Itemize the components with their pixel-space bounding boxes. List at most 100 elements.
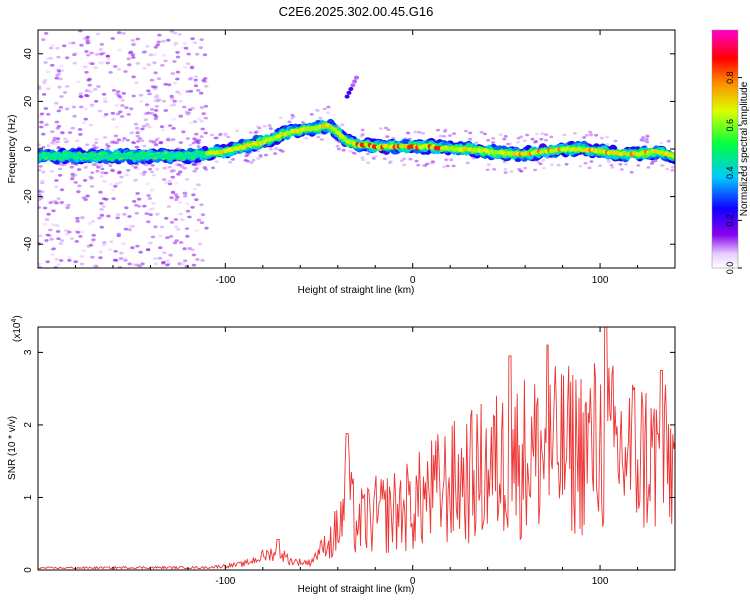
noise-speck bbox=[58, 77, 63, 81]
noise-speck bbox=[127, 262, 132, 266]
noise-speck bbox=[145, 44, 150, 48]
noise-speck bbox=[169, 169, 174, 173]
noise-speck bbox=[38, 193, 42, 197]
ridge-halo-speck bbox=[94, 146, 99, 149]
noise-speck bbox=[111, 89, 117, 92]
noise-speck bbox=[168, 235, 174, 238]
noise-speck bbox=[126, 113, 131, 116]
noise-speck bbox=[163, 82, 168, 86]
noise-speck bbox=[189, 65, 195, 69]
noise-speck bbox=[53, 200, 58, 203]
noise-speck bbox=[79, 95, 84, 99]
noise-speck bbox=[44, 218, 50, 221]
noise-speck bbox=[84, 70, 89, 74]
noise-speck bbox=[172, 31, 178, 35]
noise-speck bbox=[83, 107, 89, 111]
ridge-halo-speck bbox=[38, 168, 42, 172]
noise-speck bbox=[48, 201, 53, 205]
noise-speck bbox=[54, 76, 59, 80]
ridge-halo-speck bbox=[104, 143, 109, 146]
y-tick-label: 40 bbox=[23, 48, 34, 60]
noise-speck bbox=[192, 187, 198, 191]
noise-speck bbox=[50, 253, 55, 256]
ridge-halo-speck bbox=[550, 163, 554, 166]
secondary-feature-blob bbox=[354, 75, 359, 80]
noise-speck bbox=[152, 53, 157, 57]
noise-speck bbox=[175, 195, 180, 199]
noise-speck bbox=[42, 222, 48, 226]
ridge-halo-speck bbox=[503, 135, 508, 138]
snr-y-label: SNR (10 * v/v) bbox=[7, 416, 18, 480]
noise-speck bbox=[129, 131, 134, 135]
noise-speck bbox=[40, 179, 45, 183]
ridge-halo-speck bbox=[607, 160, 611, 163]
noise-speck bbox=[160, 64, 165, 67]
ridge-halo-speck bbox=[341, 148, 346, 152]
ridge-halo-speck bbox=[498, 133, 503, 136]
noise-speck bbox=[134, 126, 140, 130]
noise-speck bbox=[113, 134, 119, 138]
ridge-halo-speck bbox=[451, 164, 456, 168]
ridge-halo-speck bbox=[52, 139, 56, 142]
noise-speck bbox=[46, 212, 51, 216]
ridge-halo-speck bbox=[65, 139, 70, 143]
ridge-halo-speck bbox=[449, 158, 454, 161]
y-tick-label: -20 bbox=[23, 189, 34, 204]
noise-speck bbox=[101, 92, 107, 96]
noise-speck bbox=[62, 91, 68, 94]
ridge-halo-speck bbox=[519, 135, 524, 139]
noise-speck bbox=[64, 56, 70, 60]
noise-speck bbox=[193, 78, 198, 82]
colorbar: 0.0 0.2 0.4 0.6 0.8 Normalized spectral ampl… bbox=[711, 29, 750, 274]
noise-speck bbox=[145, 123, 150, 126]
noise-speck bbox=[130, 39, 135, 42]
snr-frame bbox=[37, 326, 676, 571]
x-tick-label: -100 bbox=[215, 576, 235, 587]
noise-speck bbox=[87, 222, 93, 225]
noise-speck bbox=[76, 190, 81, 194]
ridge-halo-speck bbox=[539, 137, 544, 141]
ridge-halo-speck bbox=[255, 125, 260, 128]
ridge-halo-speck bbox=[636, 164, 641, 167]
ridge-halo-speck bbox=[148, 167, 153, 171]
noise-speck bbox=[160, 128, 166, 132]
ridge-halo-speck bbox=[94, 138, 99, 141]
ridge-halo-speck bbox=[85, 143, 90, 147]
noise-speck bbox=[142, 50, 147, 54]
noise-speck bbox=[126, 63, 132, 67]
noise-speck bbox=[79, 255, 85, 258]
noise-speck bbox=[97, 216, 102, 220]
ridge-halo-speck bbox=[468, 131, 473, 135]
noise-speck bbox=[102, 136, 108, 139]
noise-speck bbox=[122, 213, 127, 216]
ridge-halo-speck bbox=[486, 139, 491, 142]
noise-speck bbox=[64, 204, 69, 208]
ridge-halo-speck bbox=[197, 139, 202, 142]
ridge-halo-speck bbox=[416, 163, 421, 167]
noise-speck bbox=[165, 236, 170, 240]
noise-speck bbox=[148, 213, 153, 217]
noise-speck bbox=[204, 84, 209, 88]
ridge-halo-speck bbox=[223, 134, 228, 137]
noise-speck bbox=[191, 253, 197, 257]
ridge-halo-speck bbox=[594, 134, 599, 137]
noise-speck bbox=[51, 209, 56, 213]
ridge-halo-speck bbox=[436, 128, 440, 132]
noise-speck bbox=[110, 169, 115, 173]
noise-speck bbox=[127, 228, 132, 232]
noise-speck bbox=[89, 105, 95, 108]
ridge-halo-speck bbox=[589, 160, 594, 163]
snr-y-multiplier: (x104) bbox=[11, 315, 23, 342]
ridge-halo-speck bbox=[417, 130, 422, 134]
noise-speck bbox=[79, 43, 84, 47]
ridge-halo-speck bbox=[309, 113, 314, 116]
noise-speck bbox=[155, 94, 160, 97]
noise-speck bbox=[168, 104, 174, 108]
ridge-halo-speck bbox=[360, 133, 365, 136]
ridge-halo-speck bbox=[268, 148, 273, 151]
noise-speck bbox=[148, 53, 154, 57]
ridge-halo-speck bbox=[152, 173, 156, 177]
noise-speck bbox=[145, 182, 150, 186]
noise-speck bbox=[107, 248, 113, 252]
